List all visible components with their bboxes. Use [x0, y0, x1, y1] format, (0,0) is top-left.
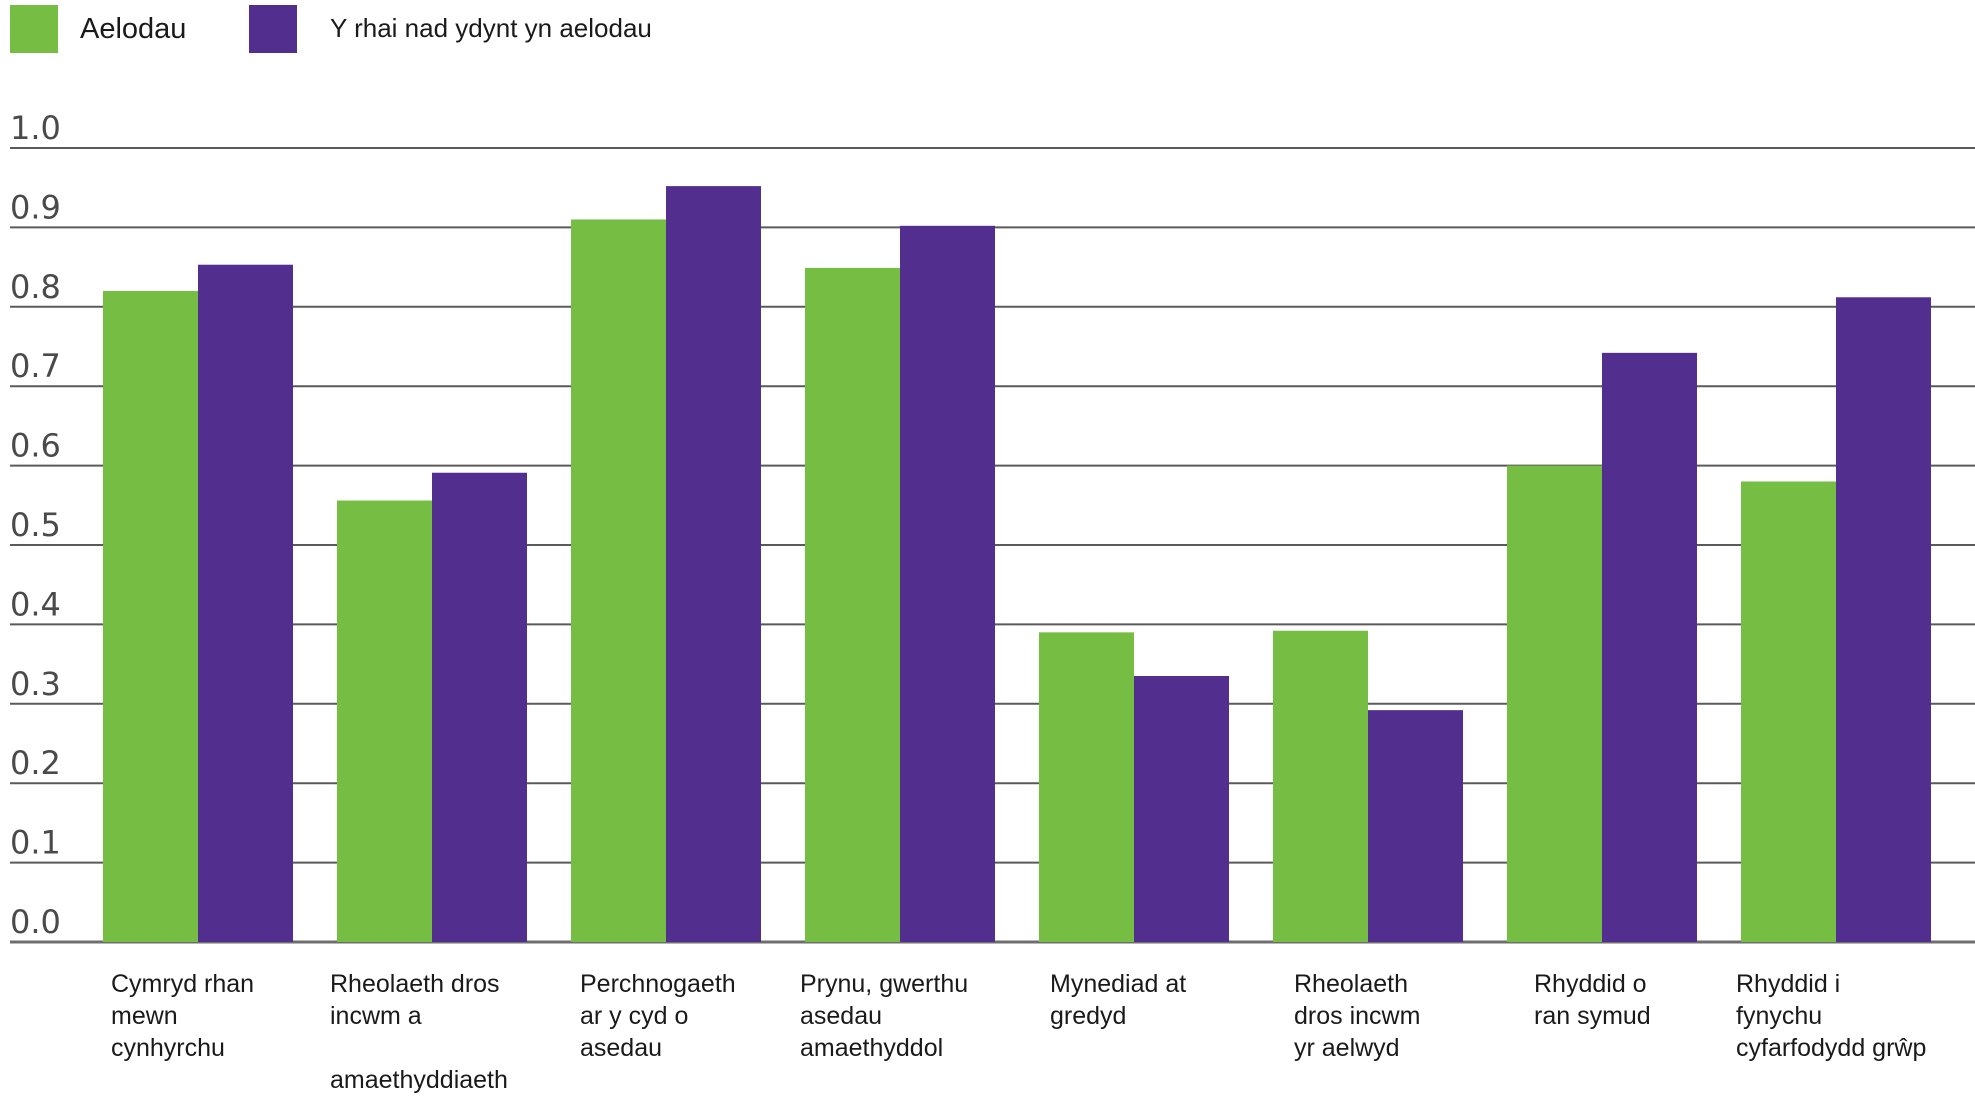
- y-tick-label: 1.0: [10, 109, 61, 147]
- bar-members-4: [1039, 632, 1134, 942]
- x-tick-label: Rhyddid i fynychu cyfarfodydd grŵp: [1736, 970, 1927, 1062]
- y-tick-label: 0.6: [10, 427, 61, 465]
- legend-label-members: Aelodau: [80, 13, 187, 45]
- y-tick-label: 0.7: [10, 347, 61, 385]
- x-tick-label: Perchnogaeth ar y cyd o asedau: [580, 970, 736, 1062]
- y-tick-label: 0.5: [10, 506, 61, 544]
- bar-members-1: [337, 500, 432, 942]
- x-tick-label: Prynu, gwerthu asedau amaethyddol: [800, 970, 969, 1062]
- bar-non-members-6: [1602, 352, 1697, 942]
- y-tick-label: 0.0: [10, 903, 61, 941]
- bar-members-5: [1273, 630, 1368, 942]
- y-tick-label: 0.2: [10, 744, 61, 782]
- y-axis-ticks: 0.0 0.1 0.2 0.3 0.4 0.5 0.6 0.7 0.8 0.9 1.0: [10, 109, 61, 941]
- bars: [103, 186, 1931, 943]
- bar-non-members-5: [1368, 710, 1463, 942]
- y-tick-label: 0.1: [10, 824, 61, 862]
- y-tick-label: 0.8: [10, 268, 61, 306]
- bar-non-members-0: [198, 264, 293, 942]
- legend-label-non-members: Y rhai nad ydynt yn aelodau: [330, 13, 652, 43]
- bar-non-members-7: [1836, 297, 1931, 943]
- x-tick-label: Cymryd rhan mewn cynhyrchu: [111, 970, 255, 1062]
- chart-legend: Aelodau Y rhai nad ydynt yn aelodau: [0, 0, 1975, 60]
- legend-swatch-non-members: [249, 5, 297, 53]
- x-tick-label: Mynediad at gredyd: [1050, 970, 1187, 1030]
- bar-members-0: [103, 290, 198, 942]
- y-tick-label: 0.4: [10, 585, 61, 623]
- bar-members-3: [805, 267, 900, 942]
- bar-members-6: [1507, 465, 1602, 942]
- x-tick-label: Rheolaeth dros incwm yr aelwyd: [1294, 970, 1421, 1062]
- legend-swatch-members: [10, 5, 58, 53]
- y-tick-label: 0.9: [10, 188, 61, 226]
- bar-non-members-4: [1134, 676, 1229, 942]
- x-tick-label: Rhyddid o ran symud: [1534, 970, 1651, 1030]
- bar-members-2: [571, 219, 666, 942]
- x-tick-label: Rheolaeth dros incwm a amaethyddiaeth: [330, 970, 508, 1094]
- y-tick-label: 0.3: [10, 665, 61, 703]
- bar-non-members-3: [900, 225, 995, 942]
- bar-members-7: [1741, 481, 1836, 942]
- bar-non-members-2: [666, 186, 761, 942]
- bar-non-members-1: [432, 472, 527, 942]
